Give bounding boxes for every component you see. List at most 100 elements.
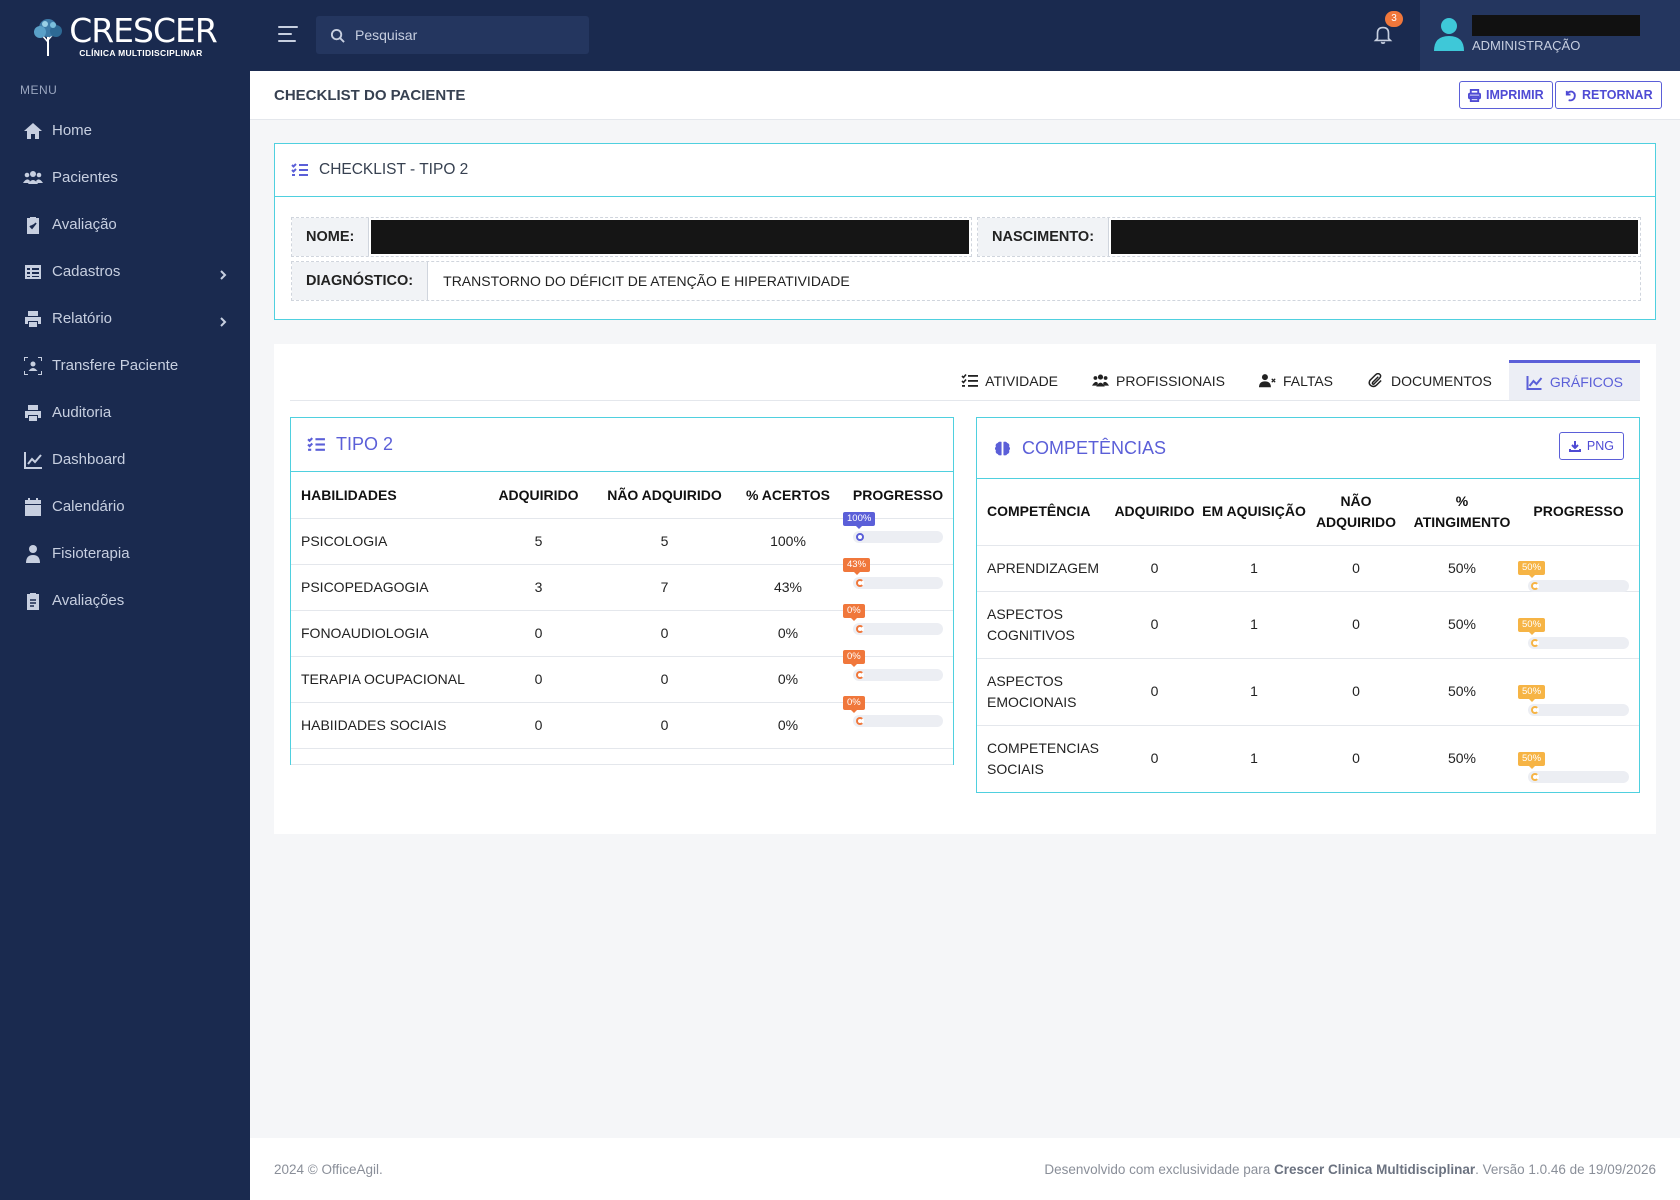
user-name-redacted [1472, 15, 1640, 36]
return-button-label: RETORNAR [1582, 88, 1653, 102]
chevron-right-icon [218, 267, 228, 280]
print-button-label: IMPRIMIR [1486, 88, 1544, 102]
page-title: CHECKLIST DO PACIENTE [274, 87, 466, 104]
footer: 2024 © OfficeAgil. Desenvolvido com excl… [250, 1138, 1680, 1200]
acquired-count: 0 [1107, 544, 1202, 591]
page-header: CHECKLIST DO PACIENTE IMPRIMIR RETORNAR [250, 71, 1680, 120]
progress-bar [853, 622, 943, 635]
brand-logo[interactable]: CRESCER CLÍNICA MULTIDISCIPLINAR [0, 0, 250, 71]
acquired-count: 3 [481, 563, 596, 610]
hamburger-menu-icon[interactable] [278, 26, 298, 44]
sidebar-item-label: Dashboard [52, 451, 126, 468]
acquired-count: 0 [481, 609, 596, 656]
sidebar-item-label: Relatório [52, 310, 113, 327]
search-box[interactable] [316, 16, 589, 54]
tab-label: GRÁFICOS [1549, 374, 1623, 390]
export-png-button[interactable]: PNG [1558, 432, 1624, 460]
search-input[interactable] [355, 27, 575, 43]
progress-label: 0% [843, 649, 865, 667]
table-row: TERAPIA OCUPACIONAL 0 0 0% 0% [291, 649, 953, 702]
competencias-panel: COMPETÊNCIAS PNG COMPETÊNCIA ADQUIRIDO E… [976, 417, 1640, 793]
competency-name: ASPECTOS COGNITIVOS [977, 590, 1107, 658]
not-acquired-count: 7 [596, 563, 733, 610]
sidebar-item-label: Avaliação [52, 216, 117, 233]
sidebar-item-dashboard[interactable]: Dashboard [0, 436, 250, 483]
progress-label: 50% [1518, 561, 1546, 578]
tab-label: ATIVIDADE [985, 372, 1059, 389]
sidebar-item-auditoria[interactable]: Auditoria [0, 389, 250, 436]
sidebar-item-pacientes[interactable]: Pacientes [0, 154, 250, 201]
accuracy-percent: 0% [733, 609, 843, 656]
print-button[interactable]: IMPRIMIR [1459, 81, 1553, 109]
footer-credits: Desenvolvido com exclusividade para Cres… [1044, 1162, 1656, 1177]
sidebar-item-calendario[interactable]: Calendário [0, 483, 250, 530]
progress-ring [1531, 638, 1539, 647]
table-row: FONOAUDIOLOGIA 0 0 0% 0% [291, 603, 953, 656]
tab-graficos[interactable]: GRÁFICOS [1508, 360, 1640, 401]
sidebar-item-transfere-paciente[interactable]: Transfere Paciente [0, 342, 250, 389]
users-icon [1092, 374, 1110, 387]
sidebar-item-home[interactable]: Home [0, 107, 250, 154]
progress-cell: 50% [1518, 590, 1639, 658]
brain-icon [994, 441, 1011, 455]
skill-name: PSICOLOGIA [291, 517, 481, 564]
user-menu[interactable]: ADMINISTRAÇÃO [1420, 0, 1680, 71]
tab-label: PROFISSIONAIS [1116, 372, 1225, 389]
sidebar-item-label: Transfere Paciente [52, 357, 179, 374]
chevron-right-icon [218, 314, 228, 327]
progress-label: 50% [1518, 617, 1546, 635]
users-viewfinder-icon [22, 356, 44, 376]
tab-atividade[interactable]: ATIVIDADE [944, 360, 1075, 401]
birth-value-redacted [1111, 220, 1638, 254]
column-header: EM AQUISIÇÃO [1202, 503, 1306, 520]
notification-badge: 3 [1385, 11, 1403, 27]
progress-ring [856, 670, 864, 679]
tab-faltas[interactable]: FALTAS [1242, 360, 1350, 401]
progress-indicator: 0% [843, 603, 953, 656]
progress-bar [853, 714, 943, 727]
sidebar: CRESCER CLÍNICA MULTIDISCIPLINAR MENU Ho… [0, 0, 250, 1200]
not-acquired-count: 5 [596, 517, 733, 564]
tab-profissionais[interactable]: PROFISSIONAIS [1075, 360, 1242, 401]
table-icon [22, 262, 44, 282]
sidebar-item-label: Avaliações [52, 592, 125, 609]
birth-label: NASCIMENTO: [978, 218, 1110, 256]
sidebar-item-relatorio[interactable]: Relatório [0, 295, 250, 342]
notification-bell-icon[interactable] [1372, 23, 1396, 47]
achievement-percent: 50% [1406, 544, 1518, 591]
progress-cell: 0% [843, 695, 953, 748]
sidebar-item-fisioterapia[interactable]: Fisioterapia [0, 530, 250, 577]
tab-documentos[interactable]: DOCUMENTOS [1350, 360, 1509, 401]
sidebar-item-cadastros[interactable]: Cadastros [0, 248, 250, 295]
tipo2-table: HABILIDADES ADQUIRIDO NÃO ADQUIRIDO % AC… [291, 472, 953, 765]
footer-credits-prefix: Desenvolvido com exclusividade para [1044, 1162, 1271, 1177]
acquired-count: 0 [1107, 724, 1202, 792]
return-button[interactable]: RETORNAR [1555, 81, 1662, 109]
progress-indicator: 0% [843, 649, 953, 702]
sidebar-item-label: Cadastros [52, 263, 121, 280]
accuracy-percent: 0% [733, 655, 843, 702]
sidebar-item-avaliacao[interactable]: Avaliação [0, 201, 250, 248]
progress-label: 100% [843, 511, 876, 529]
not-acquired-count: 0 [1306, 544, 1406, 591]
sidebar-item-avaliacoes[interactable]: Avaliações [0, 577, 250, 624]
tipo2-panel: TIPO 2 HABILIDADES ADQUIRIDO NÃO ADQUIRI… [290, 417, 954, 765]
progress-bar [853, 668, 943, 681]
skill-name: PSICOPEDAGOGIA [291, 563, 481, 610]
table-row: APRENDIZAGEM 0 1 0 50% 50% [977, 544, 1639, 592]
footer-copyright: 2024 © OfficeAgil. [274, 1162, 383, 1177]
table-row: PSICOPEDAGOGIA 3 7 43% 43% [291, 557, 953, 610]
progress-cell: 100% [843, 511, 953, 564]
progress-ring [1531, 772, 1539, 781]
graphs-card: ATIVIDADE PROFISSIONAIS FALTAS DOCUMENTO… [274, 344, 1656, 834]
skill-name: HABIIDADES SOCIAIS [291, 701, 481, 748]
column-header: HABILIDADES [301, 486, 397, 503]
progress-cell: 50% [1518, 544, 1639, 592]
table-row: ASPECTOS COGNITIVOS 0 1 0 50% 50% [977, 590, 1639, 658]
line-chart-icon [22, 450, 44, 470]
user-avatar-icon [1434, 17, 1464, 51]
user-xmark-icon [1258, 374, 1276, 388]
progress-bar [1528, 580, 1629, 592]
competency-name: APRENDIZAGEM [977, 544, 1107, 591]
progress-indicator: 0% [843, 695, 953, 748]
